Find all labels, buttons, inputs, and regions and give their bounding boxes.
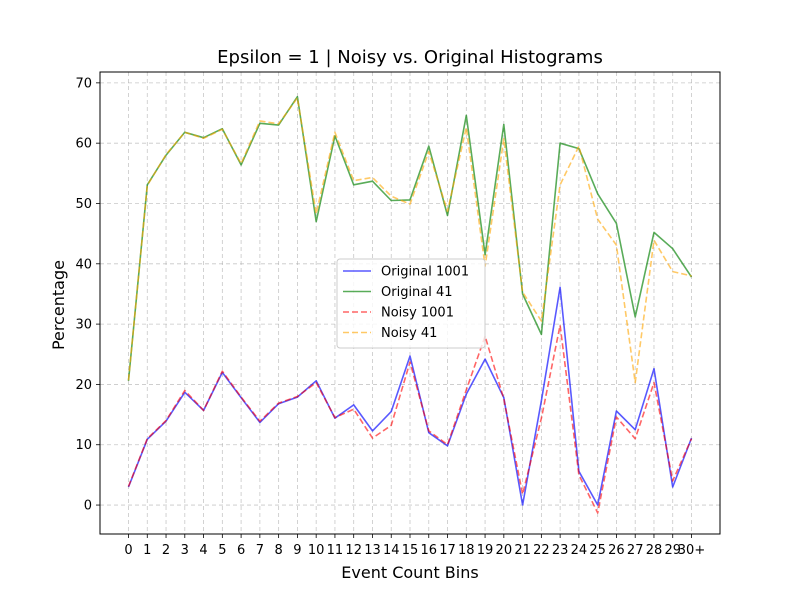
legend-label: Original 41 <box>381 285 453 300</box>
y-axis-label: Percentage <box>49 260 68 350</box>
x-tick-label: 16 <box>420 543 437 558</box>
y-tick-label: 60 <box>75 137 92 152</box>
x-tick-label: 19 <box>477 543 494 558</box>
x-tick-label: 12 <box>345 543 362 558</box>
x-tick-label: 29 <box>664 543 681 558</box>
y-tick-label: 40 <box>75 257 92 272</box>
series-line-noisy-41 <box>127 97 692 384</box>
x-tick-label: 25 <box>589 543 606 558</box>
x-axis: 0 1 2 3 4 5 6 7 8 9 10 11 12 13 14 15 16 17 18 19 20 21 22 23 24… <box>124 534 705 558</box>
x-tick-label: 27 <box>627 543 644 558</box>
y-tick-label: 50 <box>75 197 92 212</box>
x-tick-label: 23 <box>552 543 569 558</box>
x-tick-label: 26 <box>608 543 625 558</box>
x-tick-label: 1 <box>143 543 151 558</box>
y-axis: 0 10 20 30 40 50 60 70 <box>75 76 100 514</box>
x-tick-label: 14 <box>383 543 400 558</box>
x-tick-label: 9 <box>293 543 301 558</box>
legend-label: Noisy 1001 <box>381 306 454 321</box>
x-tick-label: 30+ <box>678 543 705 558</box>
x-tick-label: 2 <box>162 543 170 558</box>
legend-box <box>336 258 486 349</box>
chart-title: Epsilon = 1 | Noisy vs. Original Histogr… <box>217 47 603 68</box>
x-tick-label: 10 <box>308 543 325 558</box>
series-line-noisy-1001 <box>127 324 693 514</box>
x-tick-label: 17 <box>439 543 456 558</box>
x-axis-label: Event Count Bins <box>341 563 478 582</box>
x-tick-label: 13 <box>364 543 381 558</box>
x-tick-label: 24 <box>571 543 588 558</box>
x-tick-label: 20 <box>496 543 513 558</box>
x-tick-label: 18 <box>458 543 475 558</box>
x-tick-label: 11 <box>327 543 344 558</box>
legend-label: Noisy 41 <box>381 326 437 341</box>
x-tick-label: 6 <box>237 543 245 558</box>
x-tick-label: 5 <box>218 543 226 558</box>
y-tick-label: 20 <box>75 378 92 393</box>
x-tick-label: 4 <box>199 543 207 558</box>
x-tick-label: 28 <box>646 543 663 558</box>
series-lines <box>127 95 693 514</box>
legend-label: Original 1001 <box>381 265 469 280</box>
x-tick-label: 0 <box>124 543 132 558</box>
x-tick-label: 15 <box>402 543 419 558</box>
x-tick-label: 8 <box>274 543 282 558</box>
x-tick-label: 3 <box>181 543 189 558</box>
legend: Original 1001 Original 41 Noisy 1001 Noisy … <box>336 258 486 349</box>
y-tick-label: 0 <box>84 499 92 514</box>
y-tick-label: 30 <box>75 318 92 333</box>
x-tick-label: 7 <box>256 543 264 558</box>
x-tick-label: 22 <box>533 543 550 558</box>
y-tick-label: 70 <box>75 76 92 91</box>
x-tick-label: 21 <box>514 543 531 558</box>
y-tick-label: 10 <box>75 438 92 453</box>
